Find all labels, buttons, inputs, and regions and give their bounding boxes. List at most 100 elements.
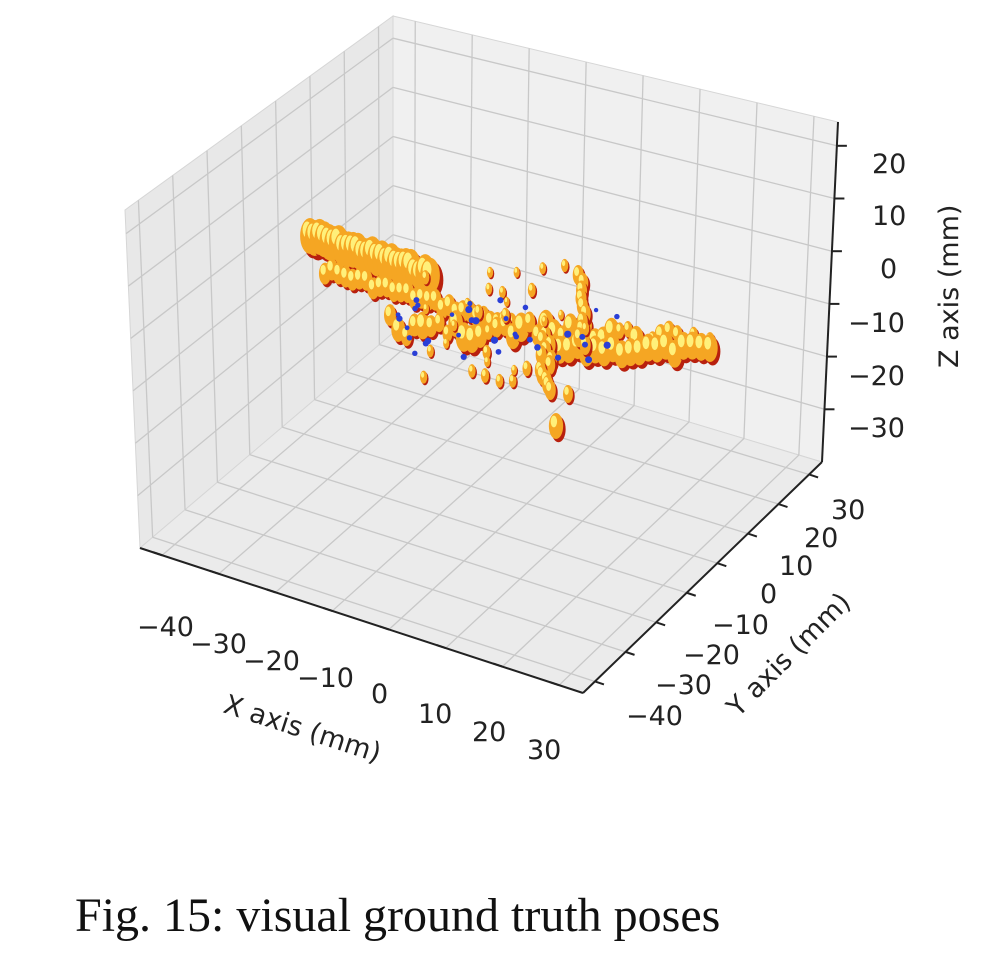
y-tick-label: 0 bbox=[760, 579, 777, 610]
pose-marker-highlight bbox=[668, 342, 676, 356]
grid-line bbox=[275, 371, 525, 593]
pose-marker-highlight bbox=[403, 283, 409, 294]
pose-marker-highlight bbox=[368, 279, 375, 290]
y-tick bbox=[778, 503, 788, 508]
pose-marker-highlight bbox=[385, 306, 391, 317]
pose-marker-highlight bbox=[574, 267, 580, 276]
pose-marker bbox=[450, 319, 458, 332]
pose-marker-highlight bbox=[410, 290, 416, 301]
pose-marker-highlight bbox=[382, 277, 388, 288]
pose-marker-highlight bbox=[483, 346, 488, 353]
y-tick bbox=[625, 650, 635, 656]
pose-marker-highlight bbox=[469, 365, 473, 372]
blue-marker bbox=[460, 353, 467, 361]
blue-marker bbox=[503, 315, 509, 322]
pose-marker-highlight bbox=[422, 271, 427, 278]
x-tick-label: −30 bbox=[190, 629, 247, 660]
pose-marker-highlight bbox=[458, 302, 464, 313]
pose-marker-highlight bbox=[537, 367, 543, 376]
pose-marker-highlight bbox=[660, 334, 668, 348]
grid-line bbox=[161, 338, 415, 556]
grid-line bbox=[281, 426, 718, 564]
grid-line bbox=[388, 405, 635, 630]
pose-marker-highlight bbox=[677, 334, 685, 348]
y-tick bbox=[594, 680, 605, 686]
pose-marker-highlight bbox=[389, 282, 395, 293]
z-axis-line bbox=[821, 121, 839, 463]
grid-line bbox=[343, 51, 348, 373]
pose-marker-highlight bbox=[633, 340, 641, 353]
z-tick-label: −10 bbox=[848, 308, 905, 339]
pose-marker-highlight bbox=[686, 334, 694, 348]
blue-marker bbox=[554, 354, 562, 361]
blue-marker bbox=[472, 317, 480, 325]
pose-marker-highlight bbox=[443, 326, 449, 335]
x-tick-label: −40 bbox=[137, 612, 194, 643]
pose-marker-highlight bbox=[396, 282, 402, 293]
pose-marker-highlight bbox=[475, 305, 480, 313]
pose-marker-highlight bbox=[540, 263, 544, 269]
pose-marker bbox=[563, 385, 573, 403]
pose-marker-highlight bbox=[509, 375, 514, 382]
pose-marker-highlight bbox=[564, 316, 572, 329]
pose-marker bbox=[548, 413, 564, 439]
grid-line bbox=[130, 135, 394, 339]
axis-ticks bbox=[152, 144, 847, 687]
pose-marker-highlight bbox=[511, 365, 515, 371]
z-axis-label: Z axis (mm) bbox=[934, 205, 965, 368]
blue-marker bbox=[404, 325, 410, 331]
y-tick-label: −40 bbox=[626, 701, 683, 732]
y-tick-label: −20 bbox=[683, 640, 740, 671]
pose-marker bbox=[558, 309, 564, 321]
pose-marker-highlight bbox=[443, 338, 447, 344]
z-tick-label: −30 bbox=[848, 413, 905, 444]
grid-line bbox=[445, 421, 690, 649]
blue-marker bbox=[449, 312, 455, 317]
grid-line bbox=[331, 388, 580, 612]
x-tick bbox=[379, 625, 390, 631]
pose-marker bbox=[468, 364, 476, 378]
pose-marker-highlight bbox=[563, 337, 570, 351]
pose-marker-highlight bbox=[616, 324, 621, 332]
pose-marker-highlight bbox=[481, 369, 486, 377]
grid-line bbox=[217, 481, 657, 623]
grid-line bbox=[137, 200, 154, 538]
pose-marker-highlight bbox=[615, 343, 623, 356]
blue-marker bbox=[564, 330, 572, 338]
pose-marker-highlight bbox=[545, 357, 551, 366]
pose-marker-highlight bbox=[557, 327, 564, 338]
pose-marker-highlight bbox=[444, 296, 451, 307]
pose-marker-highlight bbox=[435, 314, 441, 324]
pose-marker-highlight bbox=[492, 318, 498, 329]
pose-marker bbox=[702, 334, 718, 363]
y-tick-label: 20 bbox=[804, 523, 838, 554]
pose-marker-highlight bbox=[402, 327, 408, 337]
x-tick-label: −10 bbox=[297, 663, 354, 694]
grid-line bbox=[132, 185, 394, 392]
pose-marker bbox=[420, 370, 428, 384]
x-tick-label: 0 bbox=[371, 679, 388, 710]
pose-marker bbox=[443, 337, 450, 349]
pose-marker-highlight bbox=[354, 269, 361, 280]
pose-marker bbox=[433, 312, 445, 333]
blue-marker bbox=[406, 335, 413, 341]
pose-marker-highlight bbox=[502, 309, 507, 317]
grid-line bbox=[240, 125, 251, 455]
x-tick bbox=[209, 569, 220, 575]
grid-line bbox=[184, 509, 626, 653]
pose-marker bbox=[484, 356, 491, 368]
pose-marker bbox=[539, 262, 547, 275]
pose-marker-highlight bbox=[375, 277, 382, 288]
y-tick-label: −10 bbox=[712, 610, 769, 641]
pose-marker-highlight bbox=[341, 267, 347, 278]
blue-marker bbox=[526, 336, 533, 343]
pose-marker-highlight bbox=[423, 291, 430, 301]
pose-marker bbox=[486, 266, 494, 278]
pose-marker-highlight bbox=[361, 270, 368, 281]
z-tick-label: 20 bbox=[872, 149, 906, 180]
pose-marker bbox=[421, 270, 430, 285]
pose-marker-highlight bbox=[656, 326, 662, 337]
pose-marker bbox=[513, 266, 520, 278]
pose-marker-highlight bbox=[393, 319, 400, 331]
blue-marker bbox=[467, 300, 473, 306]
